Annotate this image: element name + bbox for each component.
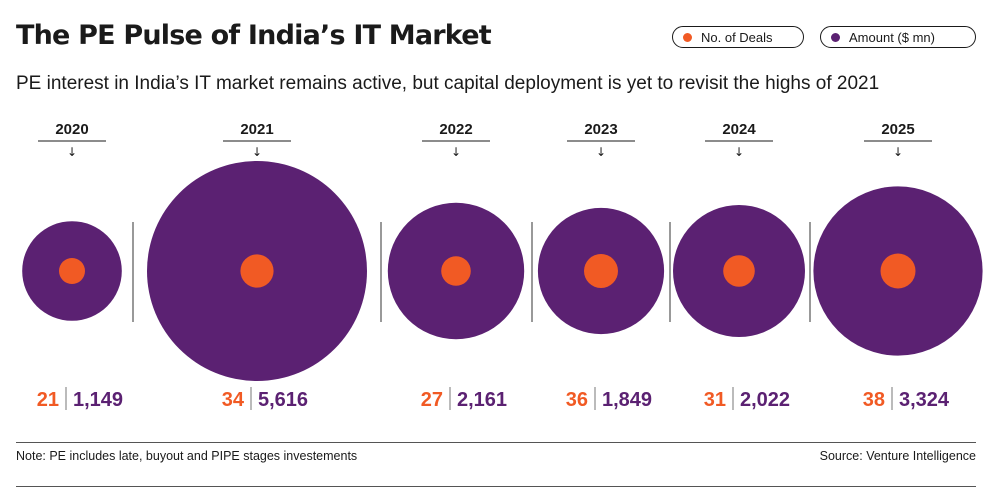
- legend-label-amount: Amount ($ mn): [849, 29, 935, 45]
- amount-value-label: 3,324: [899, 389, 950, 411]
- footer-note: Note: PE includes late, buyout and PIPE …: [16, 449, 358, 463]
- deals-bubble: [880, 253, 916, 289]
- deals-value-label: 21: [37, 389, 59, 411]
- deals-value-label: 36: [566, 389, 588, 411]
- year-label: 2022: [439, 121, 472, 138]
- year-arrow-icon: ↓: [734, 145, 744, 159]
- deals-bubble: [584, 254, 618, 288]
- year-label: 2025: [881, 121, 914, 138]
- year-arrow-icon: ↓: [252, 145, 262, 159]
- deals-bubble: [723, 255, 755, 287]
- legend-dot-deals: [683, 32, 692, 42]
- year-arrow-icon: ↓: [596, 145, 606, 159]
- legend-item-amount: Amount ($ mn): [820, 26, 976, 48]
- year-label: 2024: [722, 121, 756, 138]
- amount-value-label: 1,149: [73, 389, 123, 411]
- legend-item-deals: No. of Deals: [672, 26, 804, 48]
- deals-bubble: [59, 258, 85, 284]
- year-label: 2023: [584, 121, 617, 138]
- amount-value-label: 2,022: [740, 389, 790, 411]
- footer-bottom-rule: [16, 486, 976, 487]
- amount-value-label: 2,161: [457, 389, 507, 411]
- deals-value-label: 38: [863, 389, 885, 411]
- legend-dot-amount: [831, 32, 840, 42]
- footer-source: Source: Venture Intelligence: [819, 449, 976, 463]
- deals-bubble: [441, 256, 471, 286]
- deals-value-label: 27: [421, 389, 443, 411]
- deals-value-label: 34: [222, 389, 245, 411]
- bubble-chart: 2020 ↓ 21 1,149 2021 ↓ 34 5,616 2022 ↓ 27 2,161 2023…: [22, 121, 983, 411]
- year-arrow-icon: ↓: [451, 145, 461, 159]
- chart-title: The PE Pulse of India’s IT Market: [16, 20, 492, 51]
- year-label: 2020: [55, 121, 88, 138]
- footer-top-rule: [16, 442, 976, 443]
- year-label: 2021: [240, 121, 273, 138]
- deals-bubble: [240, 254, 274, 288]
- chart-subtitle: PE interest in India’s IT market remains…: [16, 73, 880, 94]
- year-arrow-icon: ↓: [67, 145, 77, 159]
- amount-value-label: 1,849: [602, 389, 652, 411]
- legend-label-deals: No. of Deals: [701, 29, 773, 45]
- deals-value-label: 31: [704, 389, 726, 411]
- year-arrow-icon: ↓: [893, 145, 903, 159]
- amount-value-label: 5,616: [258, 389, 308, 411]
